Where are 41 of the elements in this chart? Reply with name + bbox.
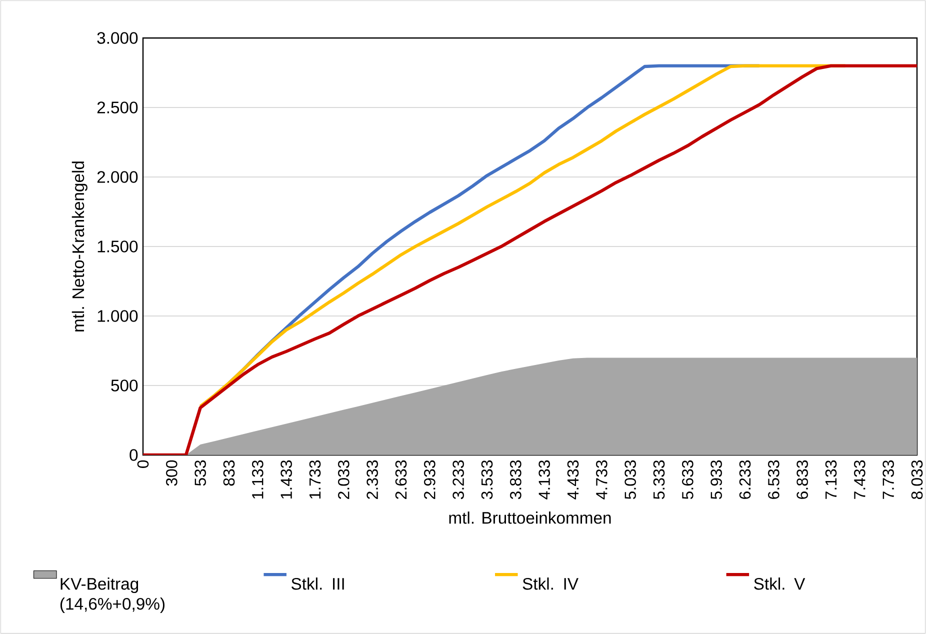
- x-tick-label: 833: [223, 460, 235, 486]
- x-tick-label: 2.633: [395, 460, 407, 499]
- x-tick-label: 5.633: [682, 460, 694, 500]
- y-tick-label: 3.000: [97, 32, 138, 44]
- x-tick-label: 1.733: [309, 460, 321, 499]
- x-tick-label: 7.733: [882, 460, 894, 499]
- x-tick-label: 1.433: [280, 460, 292, 499]
- x-tick-label: 0: [137, 460, 149, 468]
- x-tick-label: 6.533: [768, 460, 780, 499]
- legend-label: Stkl. IV: [522, 577, 578, 590]
- legend-label: KV-Beitrag (14,6%+0,9%): [60, 577, 164, 614]
- x-tick-label: 3.533: [481, 460, 493, 500]
- x-tick-label: 6.233: [739, 460, 751, 499]
- x-tick-label: 2.033: [338, 460, 350, 499]
- x-tick-label: 5.333: [653, 460, 665, 500]
- x-tick-label: 2.933: [424, 460, 436, 499]
- legend-label: Stkl. III: [291, 577, 344, 590]
- y-tick-label: 1.000: [98, 310, 138, 322]
- y-tick-label: 2.000: [97, 171, 138, 183]
- y-tick-label: 1.500: [98, 240, 138, 252]
- x-tick-label: 5.033: [624, 460, 636, 500]
- x-tick-label: 7.433: [854, 460, 866, 499]
- x-tick-label: 5.933: [710, 460, 722, 500]
- y-axis-title: mtl. Netto-Krankengeld: [72, 162, 88, 332]
- legend-label: Stkl. V: [754, 577, 806, 590]
- x-tick-label: 1.133: [252, 460, 264, 499]
- x-axis-title: mtl. Bruttoeinkommen: [449, 512, 611, 524]
- x-tick-label: 4.733: [596, 460, 608, 500]
- x-tick-label: 4.133: [538, 460, 550, 500]
- x-tick-label: 6.833: [796, 460, 808, 499]
- x-tick-label: 3.833: [510, 460, 522, 500]
- x-tick-label: 2.333: [366, 460, 378, 499]
- x-tick-label: 533: [194, 460, 206, 486]
- x-tick-label: 4.433: [567, 460, 579, 500]
- y-tick-label: 0: [130, 449, 138, 461]
- y-tick-label: 500: [111, 380, 138, 392]
- x-tick-label: 8.033: [911, 460, 923, 500]
- x-tick-label: 3.233: [452, 460, 464, 500]
- y-tick-label: 2.500: [97, 102, 138, 114]
- x-tick-label: 7.133: [825, 460, 837, 499]
- x-tick-label: 300: [166, 460, 178, 486]
